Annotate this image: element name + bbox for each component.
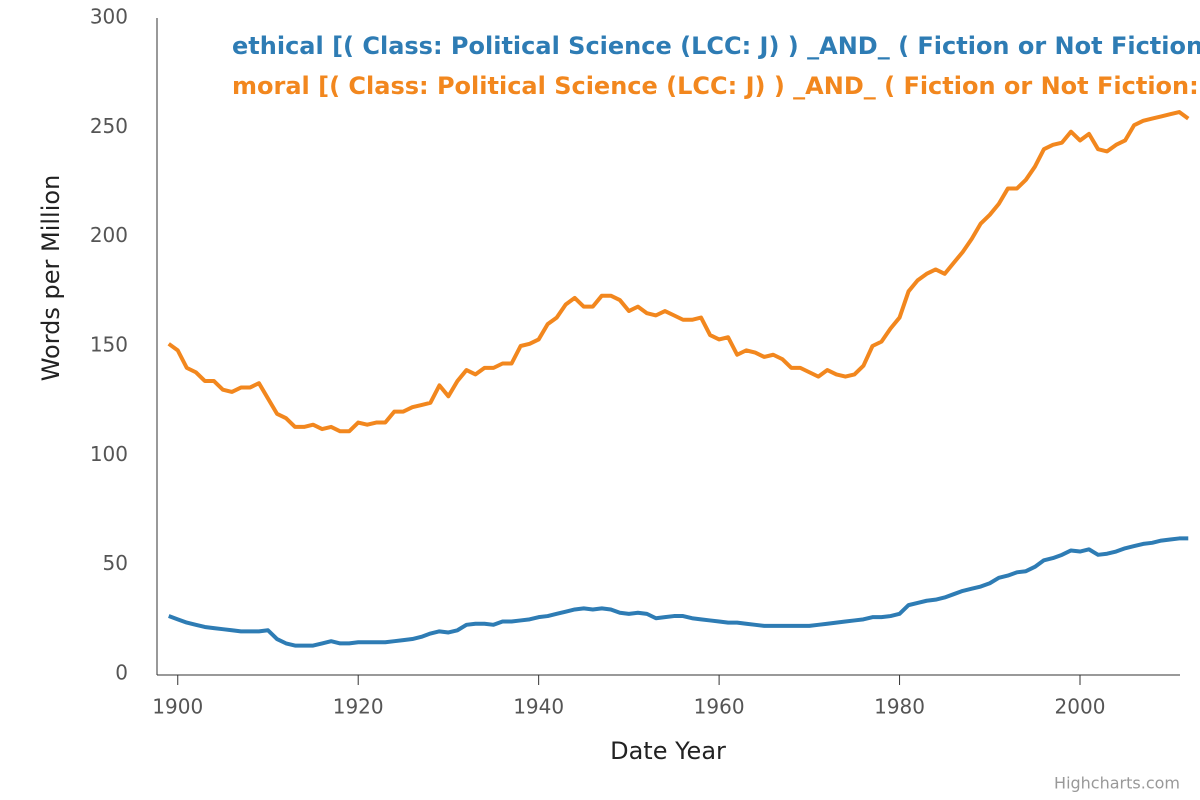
- legend-entry[interactable]: moral [( Class: Political Science (LCC: …: [232, 72, 1199, 100]
- x-tick-label: 1940: [513, 695, 564, 719]
- credit[interactable]: Highcharts.com: [1054, 774, 1180, 793]
- x-tick-label: 1960: [694, 695, 745, 719]
- y-tick-label: 250: [90, 114, 128, 138]
- x-axis-title: Date Year: [610, 737, 726, 765]
- legend-entry[interactable]: ethical [( Class: Political Science (LCC…: [232, 32, 1200, 60]
- y-tick-label: 150: [90, 333, 128, 357]
- series-line: [168, 536, 1189, 648]
- series-line: [167, 110, 1190, 434]
- x-tick-label: 2000: [1055, 695, 1106, 719]
- y-tick-label: 300: [90, 5, 128, 29]
- x-tick-label: 1920: [333, 695, 384, 719]
- y-tick-label: 200: [90, 223, 128, 247]
- y-axis-title: Words per Million: [37, 175, 65, 382]
- x-tick-label: 1900: [152, 695, 203, 719]
- x-tick-label: 1980: [874, 695, 925, 719]
- y-tick-label: 0: [115, 661, 128, 685]
- y-tick-label: 50: [103, 551, 128, 575]
- y-tick-label: 100: [90, 442, 128, 466]
